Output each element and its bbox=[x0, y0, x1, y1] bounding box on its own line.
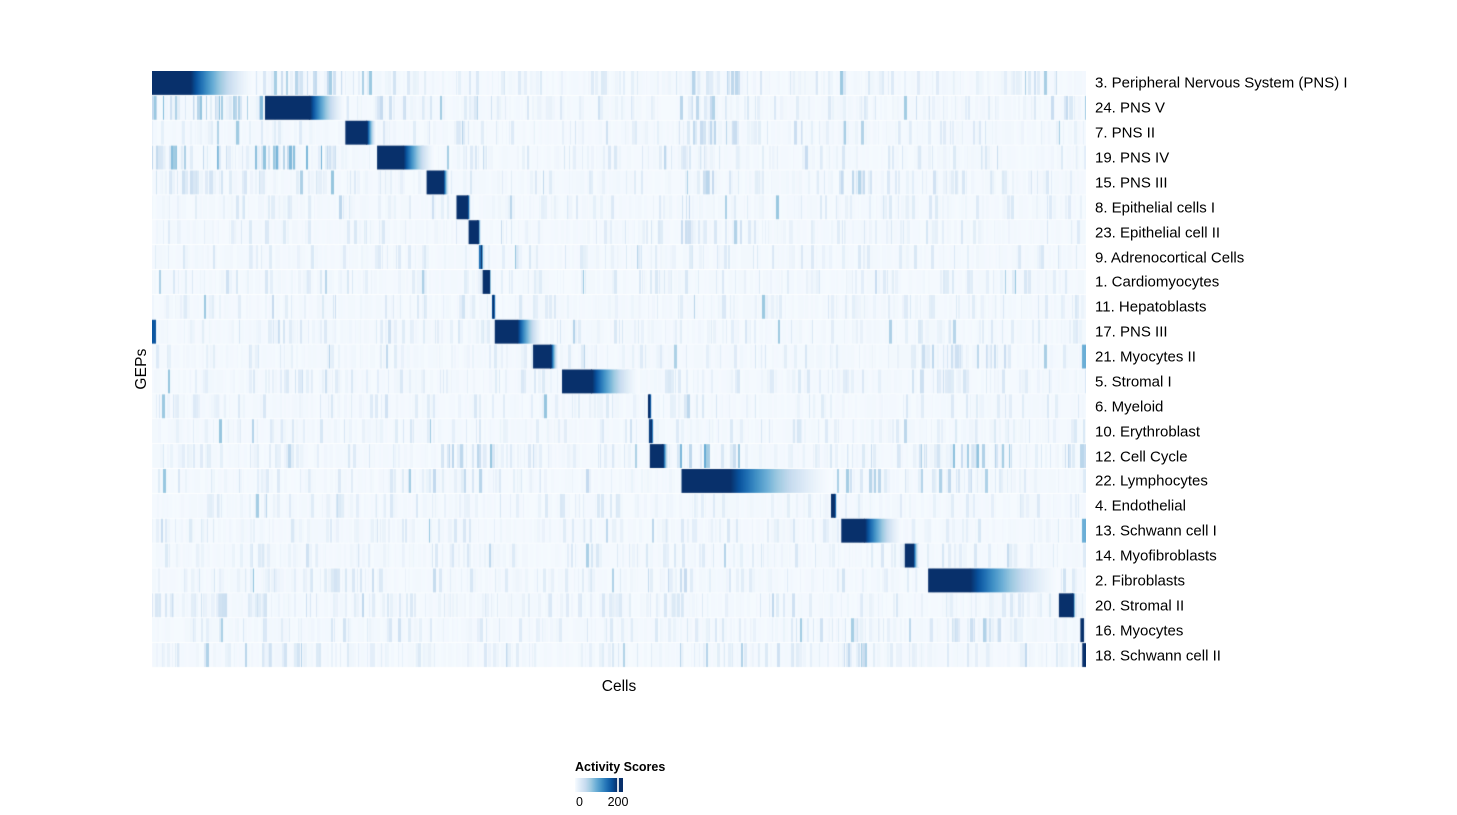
row-label: 19. PNS IV bbox=[1095, 149, 1170, 167]
colorbar-legend: Activity Scores 0 200 bbox=[575, 760, 695, 809]
row-label: 1. Cardiomyocytes bbox=[1095, 273, 1220, 291]
row-label: 23. Epithelial cell II bbox=[1095, 224, 1221, 242]
row-label: 4. Endothelial bbox=[1095, 497, 1186, 515]
row-label: 18. Schwann cell II bbox=[1095, 647, 1221, 665]
row-label: 17. PNS III bbox=[1095, 323, 1168, 341]
row-label: 3. Peripheral Nervous System (PNS) I bbox=[1095, 74, 1348, 92]
row-label: 7. PNS II bbox=[1095, 124, 1156, 142]
row-label: 6. Myeloid bbox=[1095, 398, 1164, 416]
heatmap-canvas bbox=[152, 71, 1086, 668]
row-label: 9. Adrenocortical Cells bbox=[1095, 249, 1245, 267]
row-label: 15. PNS III bbox=[1095, 174, 1168, 192]
x-axis-label: Cells bbox=[601, 678, 637, 695]
row-label: 22. Lymphocytes bbox=[1095, 472, 1208, 490]
row-label: 16. Myocytes bbox=[1095, 622, 1184, 640]
row-labels: 3. Peripheral Nervous System (PNS) I 24. … bbox=[1095, 0, 1457, 700]
row-label: 8. Epithelial cells I bbox=[1095, 199, 1216, 217]
row-label: 24. PNS V bbox=[1095, 99, 1166, 117]
row-label: 2. Fibroblasts bbox=[1095, 572, 1186, 590]
legend-min-label: 0 bbox=[576, 795, 583, 809]
row-label: 5. Stromal I bbox=[1095, 373, 1172, 391]
row-label: 21. Myocytes II bbox=[1095, 348, 1196, 366]
row-label: 14. Myofibroblasts bbox=[1095, 547, 1217, 565]
row-label: 20. Stromal II bbox=[1095, 597, 1185, 615]
y-axis-label: GEPs bbox=[133, 348, 150, 390]
row-label: 13. Schwann cell I bbox=[1095, 522, 1217, 540]
legend-gradient-bar bbox=[575, 778, 623, 792]
row-label: 12. Cell Cycle bbox=[1095, 448, 1188, 466]
row-label: 10. Erythroblast bbox=[1095, 423, 1201, 441]
legend-title: Activity Scores bbox=[575, 760, 666, 774]
legend-tick-labels: 0 200 bbox=[575, 795, 645, 809]
legend-tick-200 bbox=[617, 778, 619, 792]
legend-max-label: 200 bbox=[607, 795, 629, 809]
row-label: 11. Hepatoblasts bbox=[1095, 298, 1207, 316]
